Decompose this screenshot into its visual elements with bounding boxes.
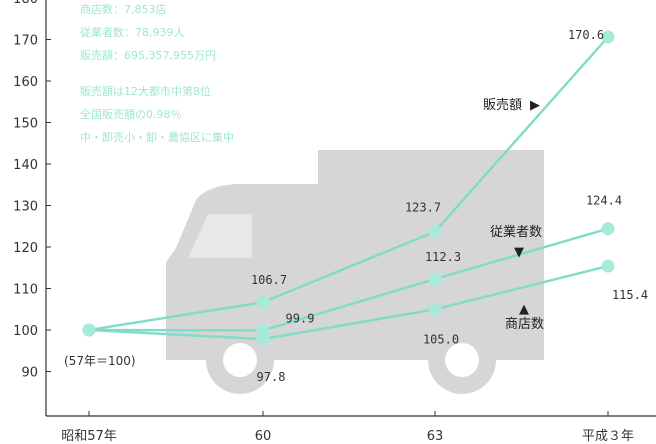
notes: 商店数：7,853店 従業者数：78,939人 販売額：695,357,955万…: [80, 2, 234, 144]
data-label-employees: 99.9: [286, 311, 315, 325]
data-label-stores: 97.8: [257, 370, 286, 384]
series-label-sales: 販売額: [483, 97, 522, 113]
series-line-sales: [88, 36, 609, 332]
series-label-stores: 商店数: [505, 317, 544, 332]
y-tick-label: 120: [13, 241, 38, 256]
data-labels: 106.7 123.7 170.6 99.9 112.3 124.4 97.8 105.0 11…: [251, 28, 648, 384]
data-label-stores: 115.4: [612, 288, 648, 302]
data-label-sales: 123.7: [405, 201, 441, 215]
stores-arrow-icon: ▲: [519, 302, 529, 317]
data-point-stores: [601, 259, 615, 273]
data-point-sales: [256, 295, 270, 309]
data-label-sales: 170.6: [568, 28, 604, 42]
data-point-stores: [256, 332, 270, 346]
base-note: (57年＝100): [64, 354, 136, 368]
note-line: 販売額：695,357,955万円: [80, 49, 216, 62]
employees-arrow-icon: ▼: [514, 245, 524, 260]
y-tick-label: 180: [13, 0, 38, 7]
series-markers: [82, 30, 615, 346]
series-line-stores: [88, 264, 609, 341]
data-label-employees: 124.4: [586, 194, 622, 208]
data-point-employees: [428, 272, 442, 286]
y-tick-label: 110: [13, 283, 38, 298]
y-tick-label: 140: [13, 158, 38, 173]
x-tick-label: 昭和57年: [61, 429, 117, 444]
note-line: 従業者数：78,939人: [80, 26, 185, 39]
series-line-employees: [88, 227, 609, 332]
x-tick-label: 平成３年: [582, 429, 634, 444]
x-tick-label: 60: [255, 429, 272, 444]
series-labels: 販売額 ▶ 従業者数 ▼ ▲ 商店数: [483, 97, 544, 332]
note-line: 全国販売額の0.98％: [80, 107, 182, 121]
y-tick-label: 170: [13, 34, 38, 49]
y-tick-label: 90: [21, 366, 38, 381]
note-line: 販売額は12大都市中第8位: [80, 84, 211, 98]
data-label-employees: 112.3: [425, 250, 461, 264]
y-ticks: 90 100 110 120 130 140 150 160 170 180: [13, 0, 51, 381]
y-tick-label: 160: [13, 75, 38, 90]
note-line: 中・卸売小・卸・農協区に集中: [80, 130, 234, 144]
data-point-stores: [428, 302, 442, 316]
series-label-employees: 従業者数: [490, 224, 542, 240]
note-line: 商店数：7,853店: [80, 2, 167, 16]
truck-icon: [166, 150, 544, 394]
data-label-sales: 106.7: [251, 273, 287, 287]
sales-arrow-icon: ▶: [530, 98, 540, 113]
y-tick-label: 100: [13, 324, 38, 339]
data-point-employees: [601, 222, 615, 236]
x-ticks: 昭和57年 60 63 平成３年: [61, 411, 634, 444]
x-tick-label: 63: [427, 429, 444, 444]
data-label-stores: 105.0: [423, 332, 459, 346]
y-tick-label: 130: [13, 200, 38, 215]
data-point-sales: [428, 225, 442, 239]
data-point-stores: [82, 323, 96, 337]
series-lines: [88, 36, 609, 341]
y-tick-label: 150: [13, 117, 38, 132]
data-point-sales: [601, 30, 615, 44]
